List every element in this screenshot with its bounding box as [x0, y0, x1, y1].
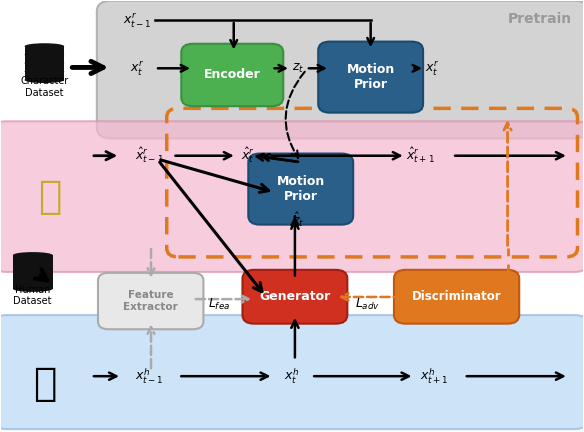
- Text: $L_{adv}$: $L_{adv}$: [355, 297, 380, 312]
- Text: $z_t$: $z_t$: [291, 62, 304, 75]
- FancyBboxPatch shape: [394, 270, 519, 324]
- Text: $\hat{x}^r_t$: $\hat{x}^r_t$: [241, 146, 255, 165]
- Text: $x^r_t$: $x^r_t$: [130, 59, 145, 77]
- Text: 🐕: 🐕: [39, 178, 62, 216]
- FancyBboxPatch shape: [0, 315, 584, 429]
- Text: Human
Dataset: Human Dataset: [13, 285, 52, 306]
- Ellipse shape: [25, 60, 64, 66]
- FancyBboxPatch shape: [248, 153, 353, 225]
- Text: $\hat{x}^r_{t-1}$: $\hat{x}^r_{t-1}$: [135, 146, 164, 165]
- Ellipse shape: [25, 77, 64, 83]
- Ellipse shape: [13, 260, 53, 267]
- Text: Generator: Generator: [259, 290, 331, 303]
- Ellipse shape: [25, 52, 64, 58]
- Text: $x^r_{t-1}$: $x^r_{t-1}$: [123, 11, 152, 29]
- FancyBboxPatch shape: [0, 121, 584, 272]
- Ellipse shape: [13, 252, 53, 258]
- FancyBboxPatch shape: [13, 255, 53, 289]
- FancyBboxPatch shape: [242, 270, 347, 324]
- Ellipse shape: [13, 277, 53, 283]
- FancyBboxPatch shape: [318, 41, 423, 113]
- Ellipse shape: [13, 269, 53, 275]
- FancyBboxPatch shape: [181, 44, 283, 106]
- Text: $x^r_t$: $x^r_t$: [425, 59, 439, 77]
- FancyBboxPatch shape: [98, 273, 203, 329]
- Ellipse shape: [25, 43, 64, 49]
- Text: 🚶: 🚶: [33, 365, 56, 403]
- FancyBboxPatch shape: [97, 1, 584, 139]
- Text: $x^h_t$: $x^h_t$: [284, 366, 300, 386]
- Text: Pretrain: Pretrain: [507, 12, 572, 26]
- Text: Motion
Prior: Motion Prior: [277, 175, 325, 203]
- Text: Motion
Prior: Motion Prior: [346, 63, 395, 91]
- FancyBboxPatch shape: [25, 46, 64, 80]
- Text: Feature
Extractor: Feature Extractor: [123, 290, 178, 312]
- Ellipse shape: [13, 286, 53, 292]
- Text: Discriminator: Discriminator: [412, 290, 502, 303]
- Text: $x^h_{t+1}$: $x^h_{t+1}$: [420, 366, 449, 386]
- Text: $x^h_{t-1}$: $x^h_{t-1}$: [135, 366, 164, 386]
- Ellipse shape: [25, 69, 64, 75]
- Text: Encoder: Encoder: [204, 69, 260, 82]
- Text: Character
Dataset: Character Dataset: [20, 76, 68, 98]
- Text: $\hat{z}_t$: $\hat{z}_t$: [291, 211, 304, 229]
- Text: $\hat{x}^r_{t+1}$: $\hat{x}^r_{t+1}$: [406, 146, 434, 165]
- Text: $L_{fea}$: $L_{fea}$: [208, 297, 230, 312]
